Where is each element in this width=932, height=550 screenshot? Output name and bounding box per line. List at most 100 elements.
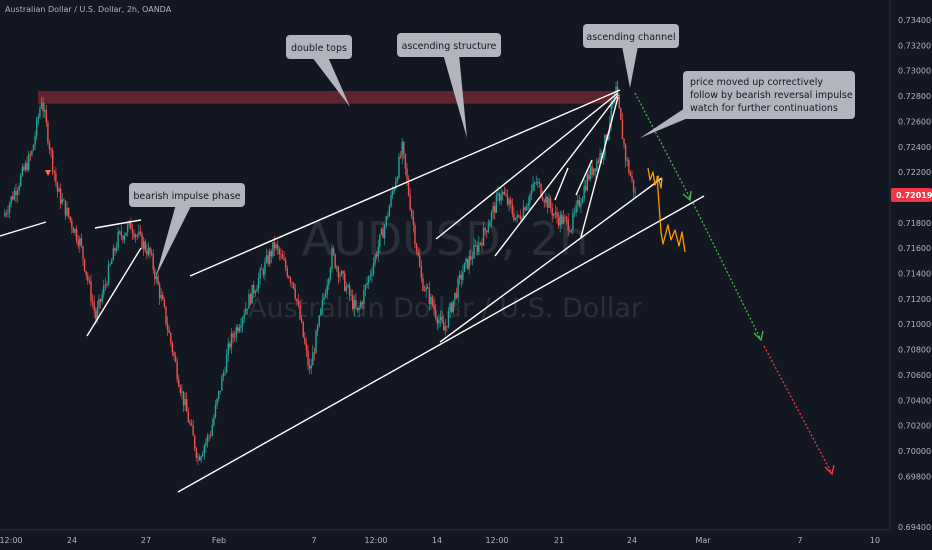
trendline-micro-2[interactable] xyxy=(575,159,593,196)
candle[interactable] xyxy=(495,192,498,213)
candle[interactable] xyxy=(64,200,67,220)
candle[interactable] xyxy=(53,170,55,182)
candle[interactable] xyxy=(352,289,354,312)
candle[interactable] xyxy=(58,186,60,192)
price-axis[interactable]: 0.73400 0.73200 0.73000 0.72800 0.72600 0.724… xyxy=(898,16,931,532)
candle[interactable] xyxy=(55,166,57,187)
candle[interactable] xyxy=(524,206,526,212)
candle[interactable] xyxy=(184,392,186,412)
candle[interactable] xyxy=(387,211,389,221)
candle[interactable] xyxy=(5,209,8,218)
candle[interactable] xyxy=(313,347,316,361)
candle[interactable] xyxy=(233,331,236,342)
candle[interactable] xyxy=(278,246,281,261)
candle[interactable] xyxy=(521,215,523,220)
candle[interactable] xyxy=(506,189,509,207)
trendlines[interactable] xyxy=(0,89,705,493)
candle[interactable] xyxy=(75,225,78,244)
candle[interactable] xyxy=(126,221,129,237)
candle[interactable] xyxy=(181,384,183,400)
candle[interactable] xyxy=(155,272,158,284)
candle[interactable] xyxy=(310,358,312,375)
candle[interactable] xyxy=(494,202,496,220)
candle[interactable] xyxy=(187,407,190,423)
candle[interactable] xyxy=(623,138,625,149)
candle[interactable] xyxy=(565,215,568,225)
candle[interactable] xyxy=(403,140,405,160)
trendline-inner-1[interactable] xyxy=(435,92,619,240)
candle[interactable] xyxy=(139,225,142,237)
candle[interactable] xyxy=(229,341,231,351)
candle[interactable] xyxy=(484,226,486,236)
candle[interactable] xyxy=(259,266,261,285)
candle[interactable] xyxy=(517,214,520,218)
candle[interactable] xyxy=(347,284,349,289)
candle[interactable] xyxy=(498,191,501,205)
projection-path-orange-2[interactable] xyxy=(656,175,686,253)
candle[interactable] xyxy=(79,235,81,253)
candle[interactable] xyxy=(186,392,188,413)
candle[interactable] xyxy=(340,269,343,277)
candle[interactable] xyxy=(457,275,459,304)
candle[interactable] xyxy=(245,302,247,316)
candle[interactable] xyxy=(142,236,145,256)
candle[interactable] xyxy=(503,186,506,196)
candle[interactable] xyxy=(12,191,14,201)
candle[interactable] xyxy=(112,244,115,261)
candle[interactable] xyxy=(473,238,475,259)
candle[interactable] xyxy=(435,304,437,321)
trendline-wedge-bottom[interactable] xyxy=(86,247,142,337)
candle[interactable] xyxy=(500,188,502,206)
candle[interactable] xyxy=(265,248,268,264)
candle[interactable] xyxy=(28,150,30,172)
candle[interactable] xyxy=(292,282,295,290)
candle[interactable] xyxy=(101,289,103,305)
candle[interactable] xyxy=(468,250,470,275)
candle[interactable] xyxy=(348,282,351,302)
candle[interactable] xyxy=(281,249,284,259)
candle[interactable] xyxy=(190,419,193,427)
candle[interactable] xyxy=(150,248,153,257)
candle[interactable] xyxy=(420,260,423,283)
candle[interactable] xyxy=(43,102,46,118)
candle[interactable] xyxy=(249,292,252,306)
candle[interactable] xyxy=(481,238,483,252)
candle[interactable] xyxy=(304,332,306,346)
candle[interactable] xyxy=(411,208,413,220)
candle[interactable] xyxy=(438,313,440,328)
candle[interactable] xyxy=(597,157,600,165)
candle[interactable] xyxy=(628,157,630,175)
candle[interactable] xyxy=(69,216,71,223)
candle[interactable] xyxy=(74,228,76,236)
candle[interactable] xyxy=(99,298,102,310)
trendline-inner-3[interactable] xyxy=(580,96,619,238)
candle[interactable] xyxy=(454,292,456,308)
candle[interactable] xyxy=(331,244,333,273)
candle[interactable] xyxy=(42,96,44,118)
candle[interactable] xyxy=(283,251,285,262)
candle[interactable] xyxy=(288,275,290,280)
candle[interactable] xyxy=(163,297,166,309)
candle[interactable] xyxy=(297,293,300,309)
candle[interactable] xyxy=(241,316,244,333)
candle[interactable] xyxy=(573,207,576,218)
candle[interactable] xyxy=(396,176,399,184)
candle[interactable] xyxy=(141,231,143,250)
candle[interactable] xyxy=(382,222,384,239)
candle[interactable] xyxy=(123,232,126,244)
callout-ascending-channel[interactable]: ascending channel xyxy=(583,24,679,88)
candle[interactable] xyxy=(326,279,328,300)
candle[interactable] xyxy=(246,308,249,315)
candle[interactable] xyxy=(519,209,521,221)
trendline-wedge-top[interactable] xyxy=(94,219,142,229)
candle[interactable] xyxy=(47,120,49,146)
candle[interactable] xyxy=(90,274,92,306)
candle[interactable] xyxy=(83,258,86,273)
candle[interactable] xyxy=(8,201,11,219)
candle[interactable] xyxy=(312,344,314,366)
candle[interactable] xyxy=(428,281,431,311)
candle[interactable] xyxy=(117,227,119,251)
candle[interactable] xyxy=(514,217,517,222)
candle[interactable] xyxy=(361,300,363,309)
